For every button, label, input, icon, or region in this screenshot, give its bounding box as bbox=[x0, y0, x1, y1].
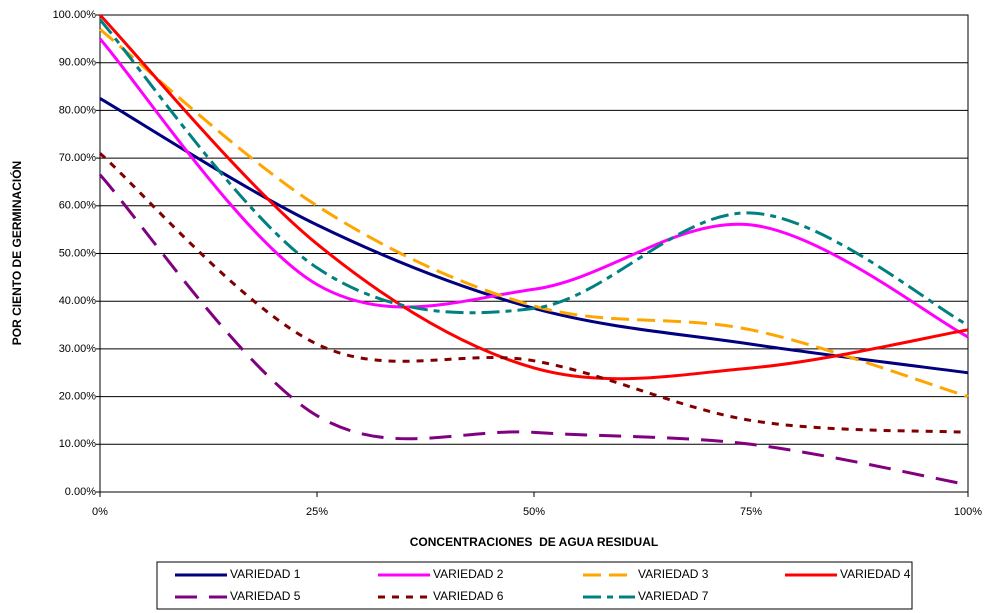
series-line bbox=[99, 28, 969, 399]
series-line bbox=[98, 13, 969, 381]
legend-label: VARIEDAD 4 bbox=[840, 567, 911, 581]
y-tick-label: 10.00% bbox=[59, 438, 97, 450]
legend-label: VARIEDAD 2 bbox=[433, 567, 504, 581]
x-tick-label: 0% bbox=[92, 506, 108, 518]
legend-label: VARIEDAD 6 bbox=[433, 589, 504, 603]
y-tick-label: 90.00% bbox=[59, 57, 97, 69]
series-line bbox=[98, 18, 969, 327]
y-tick-label: 20.00% bbox=[59, 391, 97, 403]
legend-label: VARIEDAD 1 bbox=[230, 567, 301, 581]
legend-label: VARIEDAD 5 bbox=[230, 589, 301, 603]
y-tick-label: 60.00% bbox=[59, 200, 97, 212]
y-tick-label: 0.00% bbox=[65, 486, 96, 498]
y-tick-label: 30.00% bbox=[59, 343, 97, 355]
x-tick-label: 100% bbox=[954, 506, 982, 518]
y-tick-label: 50.00% bbox=[59, 247, 97, 259]
y-axis-title: POR CIENTO DE GERMINACIÓN bbox=[9, 161, 24, 345]
x-tick-label: 75% bbox=[740, 506, 762, 518]
y-tick-label: 80.00% bbox=[59, 104, 97, 116]
legend-label: VARIEDAD 7 bbox=[638, 589, 709, 603]
x-axis-title: CONCENTRACIONES DE AGUA RESIDUAL bbox=[410, 535, 658, 549]
series-line bbox=[98, 37, 969, 339]
y-tick-label: 100.00% bbox=[53, 9, 97, 21]
x-tick-label: 25% bbox=[306, 506, 328, 518]
y-tick-label: 70.00% bbox=[59, 152, 97, 164]
x-tick-label: 50% bbox=[523, 506, 545, 518]
series-line bbox=[98, 173, 969, 487]
y-tick-label: 40.00% bbox=[59, 295, 97, 307]
legend bbox=[156, 561, 913, 610]
legend-label: VARIEDAD 3 bbox=[638, 567, 709, 581]
